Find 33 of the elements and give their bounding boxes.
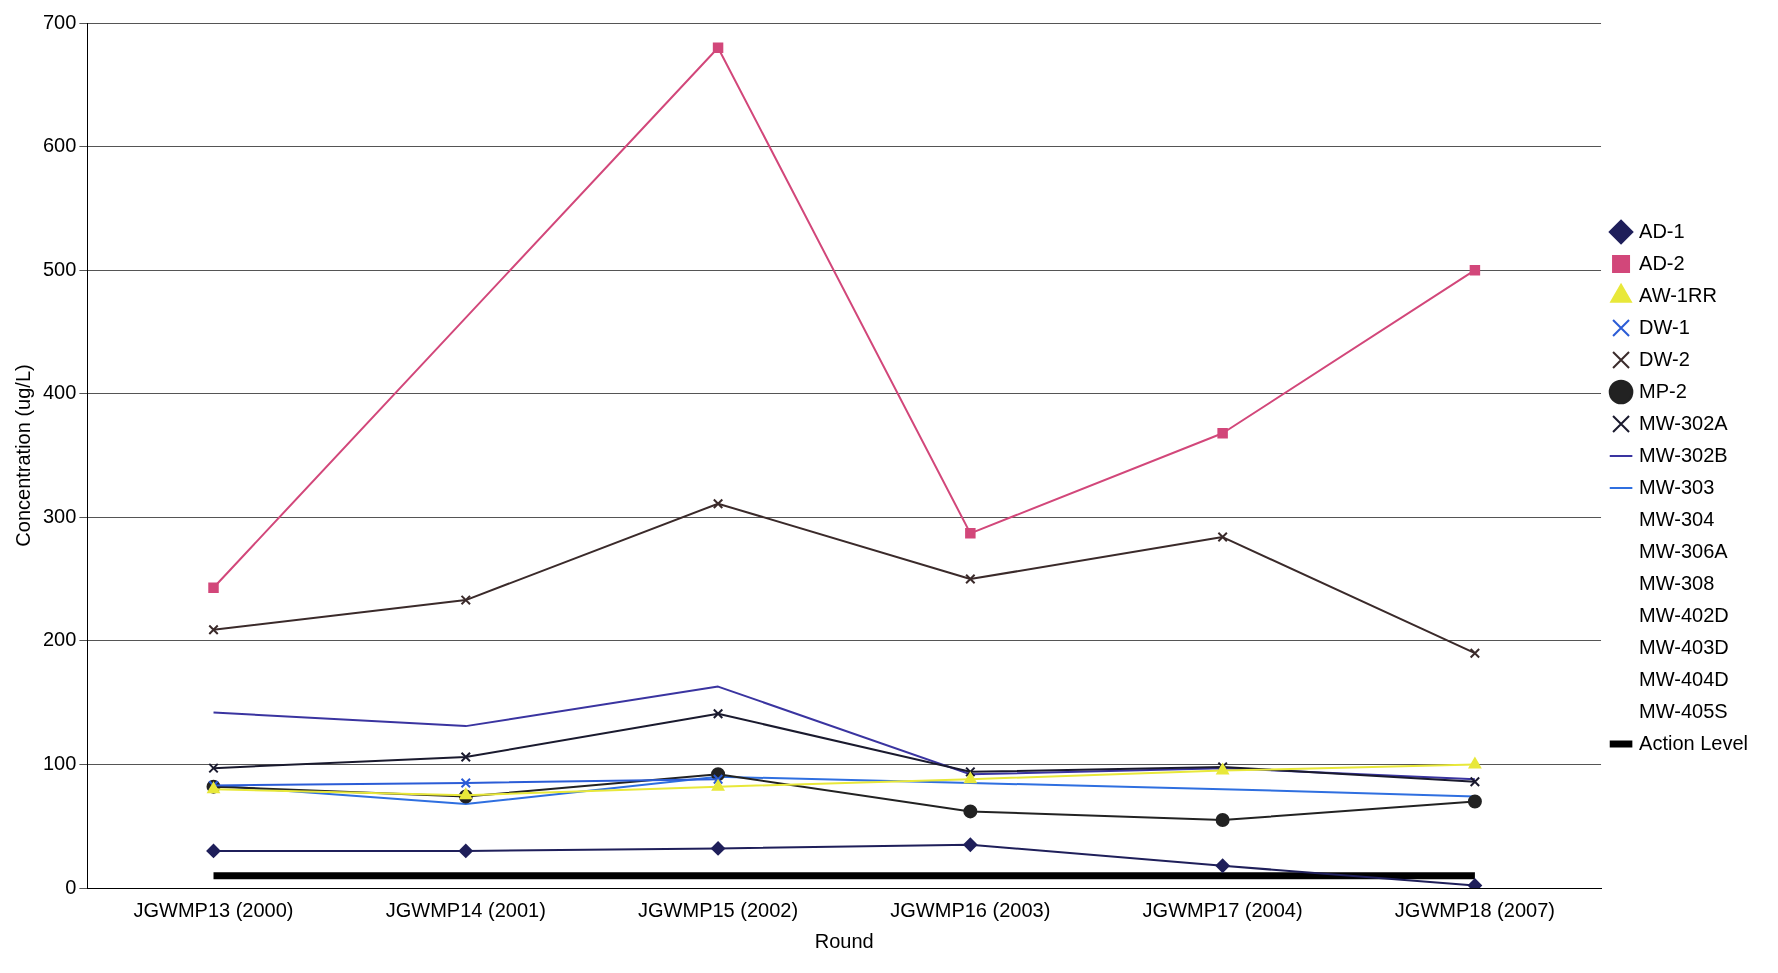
legend-label: MW-302A: [1639, 411, 1729, 434]
legend-label: DW-2: [1639, 347, 1690, 370]
y-tick-label: 700: [42, 10, 77, 33]
text: MW-403D: [1639, 635, 1729, 658]
x-tick-label: JGWMP17 (2004): [1142, 898, 1303, 921]
y-tick-label: 300: [42, 504, 77, 527]
x-tick-label: JGWMP13 (2000): [133, 898, 294, 921]
x-tick-label: JGWMP14 (2001): [385, 898, 546, 921]
text: MW-402D: [1639, 603, 1729, 626]
text: MW-304: [1639, 507, 1715, 530]
legend-label: MP-2: [1639, 379, 1687, 402]
y-tick-label: 400: [42, 381, 77, 404]
legend-label: MW-303: [1639, 475, 1715, 498]
y-axis-title: Concentration (ug/L): [11, 364, 34, 547]
text: MW-308: [1639, 571, 1715, 594]
legend-label: DW-1: [1639, 315, 1690, 338]
y-tick-label: 0: [65, 875, 77, 898]
y-tick-label: 600: [42, 134, 77, 157]
legend-label: AD-1: [1639, 219, 1685, 242]
text: MW-405S: [1639, 699, 1728, 722]
legend-label: MW-302B: [1639, 443, 1728, 466]
text: MW-404D: [1639, 667, 1729, 690]
y-tick-label: 500: [42, 257, 77, 280]
y-tick-label: 200: [42, 628, 77, 651]
x-tick-label: JGWMP18 (2007): [1394, 898, 1555, 921]
text: MW-306A: [1639, 539, 1729, 562]
legend-label: Action Level: [1639, 731, 1749, 754]
x-tick-label: JGWMP15 (2002): [638, 898, 799, 921]
legend-label: AD-2: [1639, 251, 1685, 274]
y-tick-label: 100: [42, 751, 77, 774]
x-axis-title: Round: [814, 929, 874, 952]
x-tick-label: JGWMP16 (2003): [890, 898, 1051, 921]
legend-label: AW-1RR: [1639, 283, 1717, 306]
